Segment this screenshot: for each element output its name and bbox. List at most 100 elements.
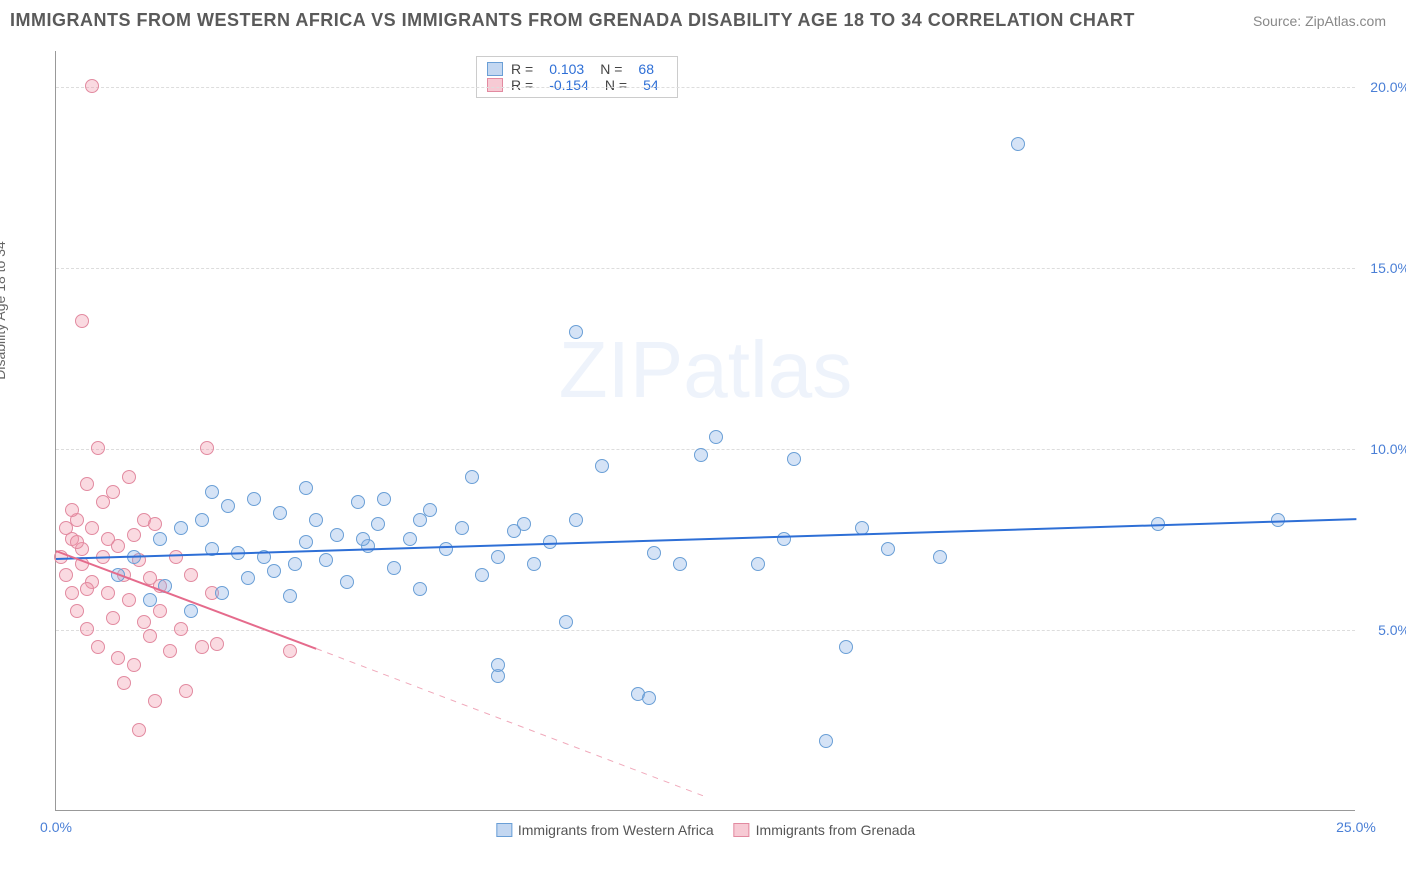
- data-point-blue: [517, 517, 531, 531]
- data-point-pink: [143, 629, 157, 643]
- data-point-blue: [174, 521, 188, 535]
- data-point-pink: [106, 611, 120, 625]
- data-point-pink: [80, 622, 94, 636]
- y-tick-label: 15.0%: [1370, 260, 1406, 276]
- data-point-blue: [455, 521, 469, 535]
- trend-line-blue: [56, 518, 1356, 560]
- data-point-blue: [439, 542, 453, 556]
- n-label: N =: [600, 61, 622, 77]
- data-point-blue: [403, 532, 417, 546]
- data-point-blue: [371, 517, 385, 531]
- data-point-pink: [195, 640, 209, 654]
- data-point-pink: [169, 550, 183, 564]
- data-point-pink: [148, 517, 162, 531]
- data-point-pink: [163, 644, 177, 658]
- data-point-blue: [881, 542, 895, 556]
- chart-area: Disability Age 18 to 34 ZIPatlas R = 0.1…: [10, 41, 1390, 841]
- data-point-pink: [80, 477, 94, 491]
- data-point-pink: [70, 535, 84, 549]
- data-point-blue: [642, 691, 656, 705]
- data-point-blue: [387, 561, 401, 575]
- data-point-pink: [85, 521, 99, 535]
- data-point-pink: [111, 651, 125, 665]
- data-point-blue: [215, 586, 229, 600]
- y-tick-label: 10.0%: [1370, 441, 1406, 457]
- trend-line-pink-dashed: [316, 648, 706, 797]
- data-point-blue: [673, 557, 687, 571]
- x-tick-label: 0.0%: [40, 819, 72, 835]
- data-point-blue: [787, 452, 801, 466]
- r-value-pink: -0.154: [549, 77, 589, 93]
- watermark: ZIPatlas: [559, 324, 852, 416]
- data-point-blue: [475, 568, 489, 582]
- r-label: R =: [511, 77, 533, 93]
- data-point-blue: [527, 557, 541, 571]
- data-point-blue: [299, 481, 313, 495]
- data-point-blue: [413, 582, 427, 596]
- data-point-blue: [377, 492, 391, 506]
- data-point-pink: [174, 622, 188, 636]
- data-point-blue: [273, 506, 287, 520]
- data-point-pink: [122, 470, 136, 484]
- data-point-pink: [184, 568, 198, 582]
- data-point-blue: [143, 593, 157, 607]
- swatch-pink: [734, 823, 750, 837]
- data-point-blue: [241, 571, 255, 585]
- data-point-pink: [91, 441, 105, 455]
- data-point-blue: [1011, 137, 1025, 151]
- r-label: R =: [511, 61, 533, 77]
- swatch-pink: [487, 78, 503, 92]
- data-point-pink: [80, 582, 94, 596]
- data-point-blue: [465, 470, 479, 484]
- data-point-blue: [413, 513, 427, 527]
- y-axis-label: Disability Age 18 to 34: [0, 241, 8, 380]
- data-point-blue: [205, 485, 219, 499]
- y-tick-label: 5.0%: [1378, 622, 1406, 638]
- swatch-blue: [496, 823, 512, 837]
- data-point-blue: [221, 499, 235, 513]
- data-point-blue: [283, 589, 297, 603]
- data-point-pink: [283, 644, 297, 658]
- data-point-pink: [148, 694, 162, 708]
- data-point-blue: [933, 550, 947, 564]
- swatch-blue: [487, 62, 503, 76]
- data-point-blue: [491, 550, 505, 564]
- data-point-blue: [819, 734, 833, 748]
- gridline: [56, 87, 1355, 88]
- data-point-pink: [106, 485, 120, 499]
- legend-row-blue: R = 0.103 N = 68: [487, 61, 667, 77]
- data-point-blue: [351, 495, 365, 509]
- n-label: N =: [605, 77, 627, 93]
- plot-region: ZIPatlas R = 0.103 N = 68 R = -0.154 N =…: [55, 51, 1355, 811]
- data-point-pink: [210, 637, 224, 651]
- legend-correlation-box: R = 0.103 N = 68 R = -0.154 N = 54: [476, 56, 678, 98]
- y-tick-label: 20.0%: [1370, 79, 1406, 95]
- data-point-blue: [267, 564, 281, 578]
- data-point-blue: [709, 430, 723, 444]
- data-point-blue: [647, 546, 661, 560]
- r-value-blue: 0.103: [549, 61, 584, 77]
- data-point-blue: [319, 553, 333, 567]
- data-point-pink: [179, 684, 193, 698]
- data-point-blue: [247, 492, 261, 506]
- data-point-blue: [569, 325, 583, 339]
- legend-item-blue: Immigrants from Western Africa: [496, 822, 714, 838]
- data-point-blue: [309, 513, 323, 527]
- data-point-blue: [694, 448, 708, 462]
- data-point-pink: [75, 314, 89, 328]
- data-point-pink: [200, 441, 214, 455]
- data-point-pink: [70, 604, 84, 618]
- data-point-blue: [423, 503, 437, 517]
- x-tick-label: 25.0%: [1336, 819, 1376, 835]
- data-point-blue: [288, 557, 302, 571]
- chart-header: IMMIGRANTS FROM WESTERN AFRICA VS IMMIGR…: [0, 0, 1406, 41]
- gridline: [56, 268, 1355, 269]
- data-point-pink: [111, 539, 125, 553]
- legend-item-pink: Immigrants from Grenada: [734, 822, 916, 838]
- data-point-blue: [491, 658, 505, 672]
- data-point-pink: [85, 79, 99, 93]
- data-point-pink: [101, 586, 115, 600]
- data-point-blue: [195, 513, 209, 527]
- data-point-blue: [559, 615, 573, 629]
- n-value-blue: 68: [638, 61, 654, 77]
